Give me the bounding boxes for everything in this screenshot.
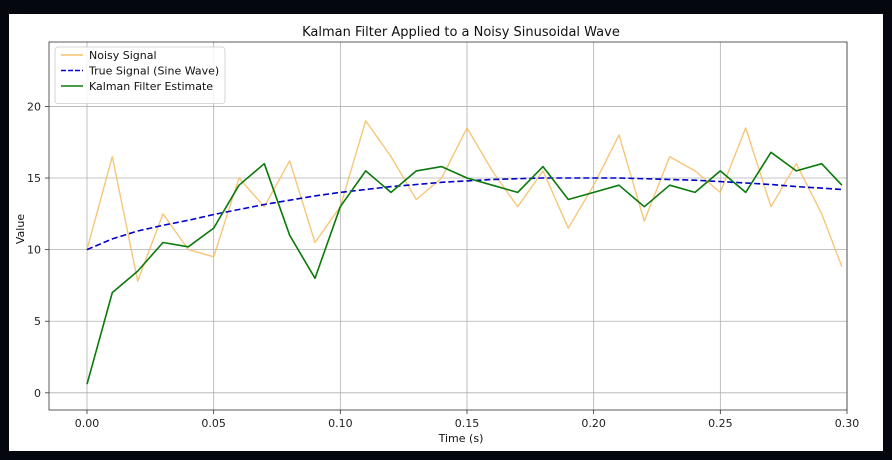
y-tick-label: 20 [27, 100, 41, 113]
chart-title: Kalman Filter Applied to a Noisy Sinusoi… [302, 25, 620, 40]
y-tick-label: 0 [34, 387, 41, 400]
chart-figure: Kalman Filter Applied to a Noisy Sinusoi… [9, 14, 883, 451]
x-tick-label: 0.20 [581, 417, 606, 430]
y-tick-label: 5 [34, 315, 41, 328]
x-axis-label: Time (s) [438, 432, 484, 445]
legend-label: Noisy Signal [89, 49, 157, 62]
line-chart: Kalman Filter Applied to a Noisy Sinusoi… [14, 25, 859, 445]
true-signal-line [86, 177, 842, 251]
x-tick-label: 0.00 [75, 417, 100, 430]
plot-frame [48, 41, 848, 411]
legend-label: Kalman Filter Estimate [89, 80, 213, 93]
legend: Noisy Signal True Signal (Sine Wave) Kalma… [54, 46, 226, 104]
legend-box [54, 46, 226, 104]
x-tick-label: 0.30 [835, 417, 860, 430]
y-tick-label: 15 [27, 172, 41, 185]
legend-label: True Signal (Sine Wave) [88, 65, 219, 78]
x-tick-label: 0.05 [201, 417, 226, 430]
series-layer [86, 120, 843, 385]
grid [49, 42, 848, 410]
kalman-estimate-line [86, 151, 843, 385]
noisy-signal-line [86, 120, 843, 282]
x-tick-label: 0.15 [455, 417, 480, 430]
y-axis-label: Value [14, 214, 27, 244]
ticks: 0.00 0.05 0.10 0.15 0.20 0.25 0.30 0 5 10 15 20 [27, 100, 859, 430]
x-tick-label: 0.10 [328, 417, 353, 430]
x-tick-label: 0.25 [708, 417, 733, 430]
y-tick-label: 10 [27, 244, 41, 257]
